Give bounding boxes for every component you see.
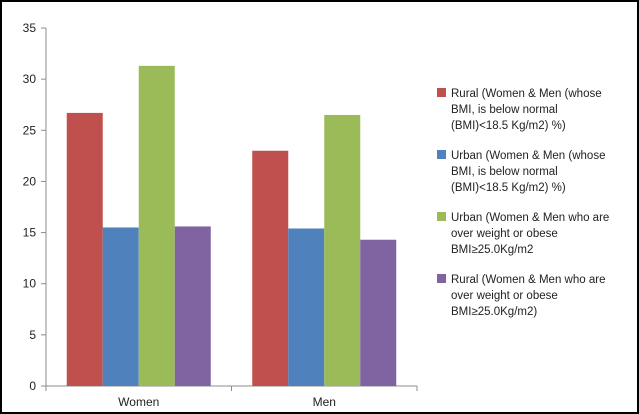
bar [360, 239, 397, 386]
legend-label: (BMI)<18.5 Kg/m2) %) [451, 120, 566, 132]
y-tick-label: 5 [29, 328, 36, 342]
legend-swatch [437, 88, 446, 97]
legend-label: Rural (Women & Men (whose [451, 88, 602, 100]
legend-label: Urban (Women & Men who are [451, 212, 609, 224]
legend-label: (BMI)<18.5 Kg/m2) %) [451, 182, 566, 194]
x-tick-label: Women [118, 395, 159, 409]
legend-label: over weight or obese [451, 228, 558, 240]
bar [324, 114, 361, 386]
x-tick-label: Men [313, 395, 336, 409]
legend-swatch [437, 274, 446, 283]
bar [288, 228, 325, 386]
legend-label: Rural (Women & Men who are [451, 274, 605, 286]
bar [66, 112, 103, 386]
y-tick-label: 20 [23, 174, 37, 188]
y-tick-label: 0 [29, 379, 36, 393]
legend-label: BMI≥25.0Kg/m2 [451, 244, 533, 256]
legend-swatch [437, 150, 446, 159]
bar [138, 65, 175, 387]
bar [102, 227, 139, 386]
y-tick-label: 35 [23, 21, 37, 35]
y-tick-label: 15 [23, 226, 37, 240]
legend-label: BMI, is below normal [451, 166, 558, 178]
y-tick-label: 10 [23, 277, 37, 291]
y-tick-label: 25 [23, 123, 37, 137]
legend-label: BMI, is below normal [451, 104, 558, 116]
legend-swatch [437, 212, 446, 221]
bar [252, 150, 289, 386]
legend-label: BMI≥25.0Kg/m2) [451, 306, 537, 318]
legend-label: over weight or obese [451, 290, 558, 302]
bar [174, 226, 211, 386]
legend-label: Urban (Women & Men (whose [451, 150, 605, 162]
y-tick-label: 30 [23, 72, 37, 86]
